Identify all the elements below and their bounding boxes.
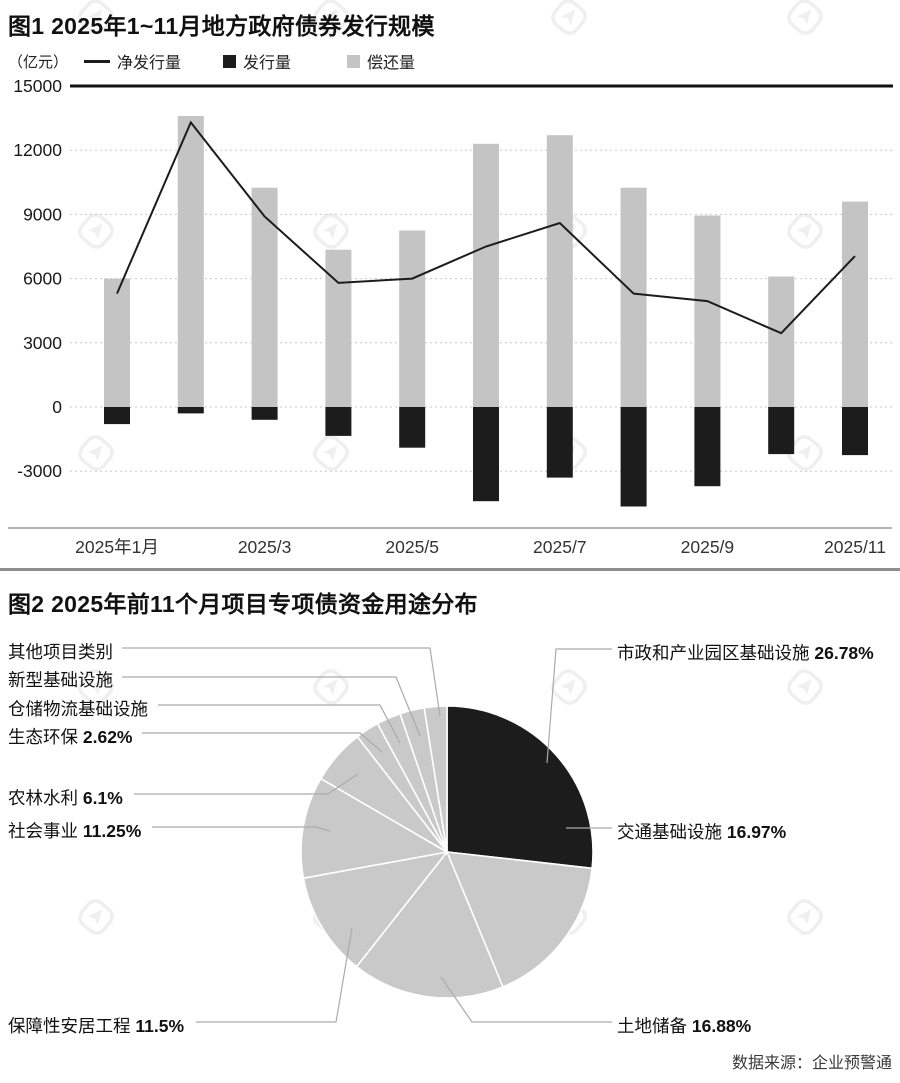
bond-issuance-chart: 15000 12000 9000 6000 3000 0 -3000 2025年1月 2025/…	[8, 76, 893, 557]
bar-segment	[473, 143, 499, 408]
bar-segment	[620, 187, 647, 407]
bar-segment	[694, 215, 721, 407]
y-tick-label: -3000	[17, 461, 62, 481]
bar-segment	[473, 407, 499, 502]
bar-segment	[177, 116, 204, 407]
watermark-logo-icon	[313, 0, 349, 35]
pie-slice	[446, 705, 594, 870]
pie-label-text: 社会事业	[8, 821, 78, 841]
pie-label-pct: 11.5%	[135, 1016, 185, 1036]
pie-label-text: 其他项目类别	[8, 642, 113, 662]
y-tick-label: 6000	[23, 269, 62, 289]
pie-label-text: 交通基础设施	[617, 822, 722, 842]
bar-segment	[546, 135, 573, 407]
figure2-title: 图2 2025年前11个月项目专项债资金用途分布	[8, 591, 478, 617]
net-issuance-line	[116, 120, 856, 335]
x-tick-label: 2025年1月	[75, 537, 159, 557]
pie-label-pct: 11.25%	[82, 821, 142, 841]
watermark-logo-icon	[313, 435, 349, 471]
bar-segment	[399, 407, 426, 448]
section-divider	[0, 568, 900, 571]
square-swatch-icon	[347, 54, 361, 68]
watermark-logo-icon	[787, 213, 823, 249]
bar-segment	[251, 187, 278, 407]
x-tick-label: 2025/5	[385, 537, 439, 557]
legend-item-repayment: 偿还量	[347, 49, 415, 73]
legend-item-net-issuance: 净发行量	[84, 49, 181, 73]
y-tick-label: 0	[52, 397, 62, 417]
bar-segment	[325, 249, 352, 407]
x-tick-label: 2025/3	[238, 537, 292, 557]
pie-label-text: 保障性安居工程	[8, 1016, 131, 1036]
bar-segment	[104, 407, 130, 425]
bar-segment	[842, 201, 868, 407]
watermark-logo-icon	[78, 0, 114, 35]
pie-label-warehouse: 仓储物流基础设施	[8, 696, 148, 721]
x-tick-label: 2025/9	[681, 537, 735, 557]
y-tick-label: 15000	[13, 76, 62, 96]
pie-label-pct: 26.78%	[814, 643, 874, 663]
pie-label-text: 仓储物流基础设施	[8, 699, 148, 719]
legend-label: 发行量	[243, 55, 292, 72]
pie-label-land: 土地储备 16.88%	[617, 1013, 751, 1038]
pie-label-pct: 16.88%	[691, 1016, 752, 1036]
watermark-logo-icon	[78, 899, 114, 935]
watermark-logo-icon	[787, 899, 823, 935]
pie-label-pct: 2.62%	[82, 727, 133, 747]
x-tick-label: 2025/7	[533, 537, 587, 557]
bar-segment	[325, 407, 352, 436]
watermark-logo-icon	[78, 669, 114, 705]
bar-segment	[768, 276, 795, 407]
pie-label-text: 生态环保	[8, 727, 78, 747]
watermark-logo-icon	[787, 435, 823, 471]
bar-segment	[546, 407, 573, 478]
bar-segment	[399, 230, 426, 407]
watermark-logo-icon	[551, 0, 587, 35]
pie-label-municipal: 市政和产业园区基础设施 26.78%	[617, 640, 874, 665]
legend-label: 净发行量	[117, 55, 182, 72]
pie-label-text: 土地储备	[617, 1016, 687, 1036]
y-tick-label: 9000	[23, 204, 62, 224]
pie-label-agri: 农林水利 6.1%	[8, 785, 123, 810]
square-swatch-icon	[223, 54, 237, 68]
y-tick-label: 12000	[13, 140, 62, 160]
pie-label-text: 农林水利	[8, 788, 78, 808]
figure1-title: 图1 2025年1~11月地方政府债券发行规模	[8, 13, 435, 39]
watermark-logo-icon	[78, 213, 114, 249]
pie-label-transport: 交通基础设施 16.97%	[617, 819, 786, 844]
pie-label-new-infra: 新型基础设施	[8, 667, 113, 692]
x-tick-label: 2025/11	[824, 537, 886, 557]
pie-label-text: 市政和产业园区基础设施	[617, 643, 810, 663]
watermark-logo-icon	[787, 669, 823, 705]
pie-label-social: 社会事业 11.25%	[8, 818, 141, 843]
pie-label-pct: 16.97%	[726, 822, 787, 842]
watermark-logo-icon	[313, 213, 349, 249]
pie-label-eco: 生态环保 2.62%	[8, 724, 133, 749]
data-source: 数据来源：企业预警通	[731, 1055, 892, 1072]
axis-unit-label: （亿元）	[8, 53, 69, 71]
bar-segment	[694, 407, 721, 487]
bar-segment	[104, 278, 130, 407]
bar-segment	[620, 407, 647, 507]
watermark-logo-icon	[78, 435, 114, 471]
line-swatch-icon	[84, 59, 111, 63]
bar-segment	[177, 407, 204, 414]
pie-label-text: 新型基础设施	[8, 670, 113, 690]
figure1-legend: （亿元） 净发行量 发行量 偿还量	[8, 49, 415, 73]
y-tick-label: 3000	[23, 333, 62, 353]
watermark-logo-icon	[787, 0, 823, 35]
pie-label-pct: 6.1%	[82, 788, 123, 808]
fund-usage-pie-chart	[300, 705, 594, 999]
legend-item-issuance: 发行量	[223, 49, 291, 73]
bar-segment	[842, 407, 868, 456]
bar-segment	[251, 407, 278, 420]
legend-label: 偿还量	[367, 55, 416, 72]
bar-segment	[768, 407, 795, 455]
pie-label-other: 其他项目类别	[8, 639, 113, 664]
pie-label-housing: 保障性安居工程 11.5%	[8, 1013, 184, 1038]
